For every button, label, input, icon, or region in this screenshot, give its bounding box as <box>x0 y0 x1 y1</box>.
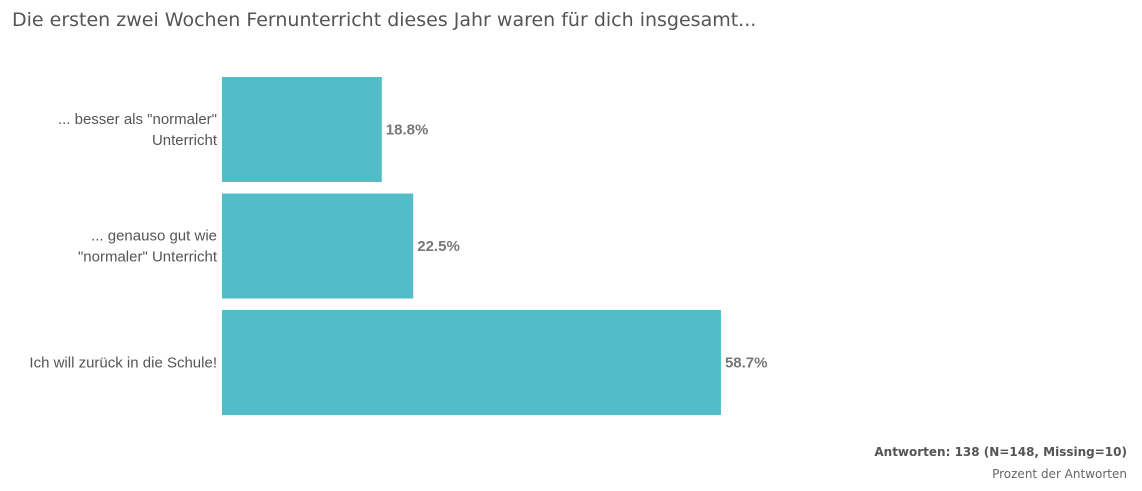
value-label-2: 22.5% <box>417 238 460 255</box>
responses-count: Antworten: 138 (N=148, Missing=10) <box>874 445 1127 459</box>
category-label-3: Ich will zurück in die Schule! <box>29 355 217 372</box>
value-label-3: 58.7% <box>725 355 768 372</box>
bar-2 <box>222 193 414 299</box>
chart-title: Die ersten zwei Wochen Fernunterricht di… <box>12 9 757 31</box>
bar-3 <box>222 310 721 415</box>
x-axis-label: Prozent der Antworten <box>992 467 1127 481</box>
value-label-1: 18.8% <box>386 122 429 139</box>
category-label-1: ... besser als "normaler" Unterricht <box>58 111 218 149</box>
bar-1 <box>222 77 382 182</box>
category-label-2: ... genauso gut wie "normaler" Unterricht <box>78 228 218 266</box>
